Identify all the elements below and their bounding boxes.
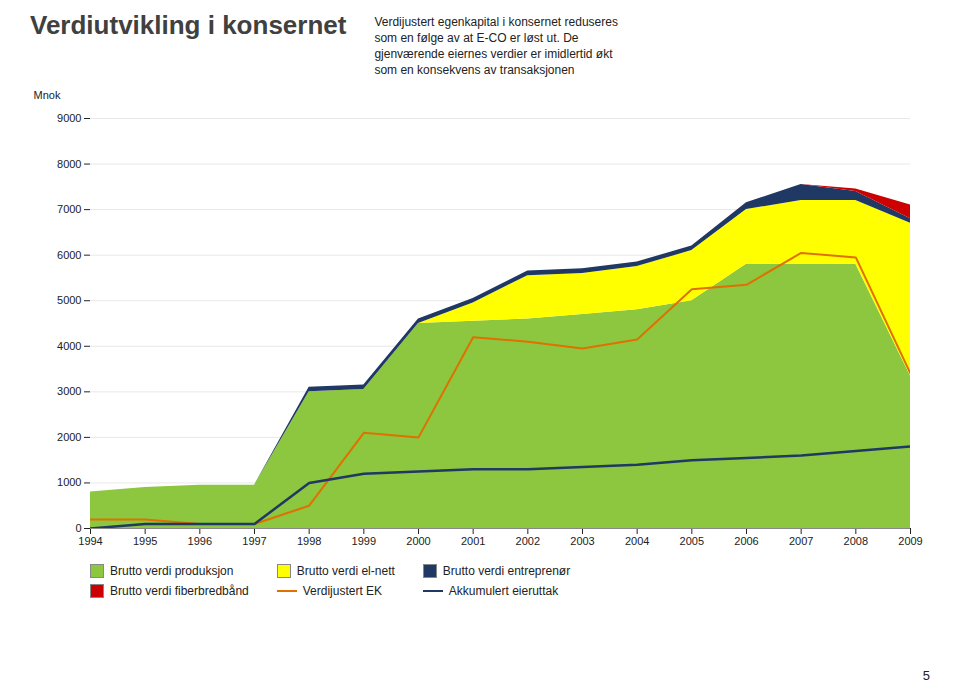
html-text:Brutto verdi el-nett: Brutto verdi el-nett <box>296 564 395 578</box>
svg-text:Mnok: Mnok <box>34 89 61 101</box>
html-text:Brutto verdi produksjon: Brutto verdi produksjon <box>110 564 234 578</box>
svg-text:2006: 2006 <box>734 535 758 547</box>
svg-text:2002: 2002 <box>516 535 540 547</box>
svg-text:1997: 1997 <box>242 535 266 547</box>
svg-text:1000: 1000 <box>57 476 81 488</box>
svg-text:7000: 7000 <box>57 203 81 215</box>
svg-text:2001: 2001 <box>461 535 485 547</box>
svg-text:1994: 1994 <box>78 535 102 547</box>
html-text:Verdijustert EK: Verdijustert EK <box>302 584 383 598</box>
svg-text:2009: 2009 <box>898 535 922 547</box>
html-text:5: 5 <box>922 668 930 683</box>
svg-text:2003: 2003 <box>570 535 594 547</box>
html-text:Akkumulert eieruttak: Akkumulert eieruttak <box>448 584 559 598</box>
html-text:Brutto verdi fiberbredbånd: Brutto verdi fiberbredbånd <box>110 584 249 598</box>
svg-text:2005: 2005 <box>680 535 704 547</box>
svg-text:6000: 6000 <box>57 249 81 261</box>
svg-text:8000: 8000 <box>57 158 81 170</box>
svg-text:1998: 1998 <box>297 535 321 547</box>
svg-text:1999: 1999 <box>352 535 376 547</box>
svg-text:2007: 2007 <box>789 535 813 547</box>
html-text:Verdiutvikling i konsernet: Verdiutvikling i konsernet <box>30 10 347 40</box>
svg-text:2008: 2008 <box>844 535 868 547</box>
svg-text:1996: 1996 <box>188 535 212 547</box>
svg-text:2000: 2000 <box>406 535 430 547</box>
svg-text:4000: 4000 <box>57 340 81 352</box>
svg-text:5000: 5000 <box>57 294 81 306</box>
html-text:Brutto verdi entreprenør: Brutto verdi entreprenør <box>442 564 571 578</box>
svg-text:2004: 2004 <box>625 535 649 547</box>
svg-text:2000: 2000 <box>57 431 81 443</box>
svg-text:0: 0 <box>75 522 81 534</box>
svg-text:9000: 9000 <box>57 112 81 124</box>
svg-text:3000: 3000 <box>57 385 81 397</box>
svg-text:1995: 1995 <box>133 535 157 547</box>
html-text:Verdijustert egenkapital i kon: Verdijustert egenkapital i konsernet red… <box>374 15 618 77</box>
